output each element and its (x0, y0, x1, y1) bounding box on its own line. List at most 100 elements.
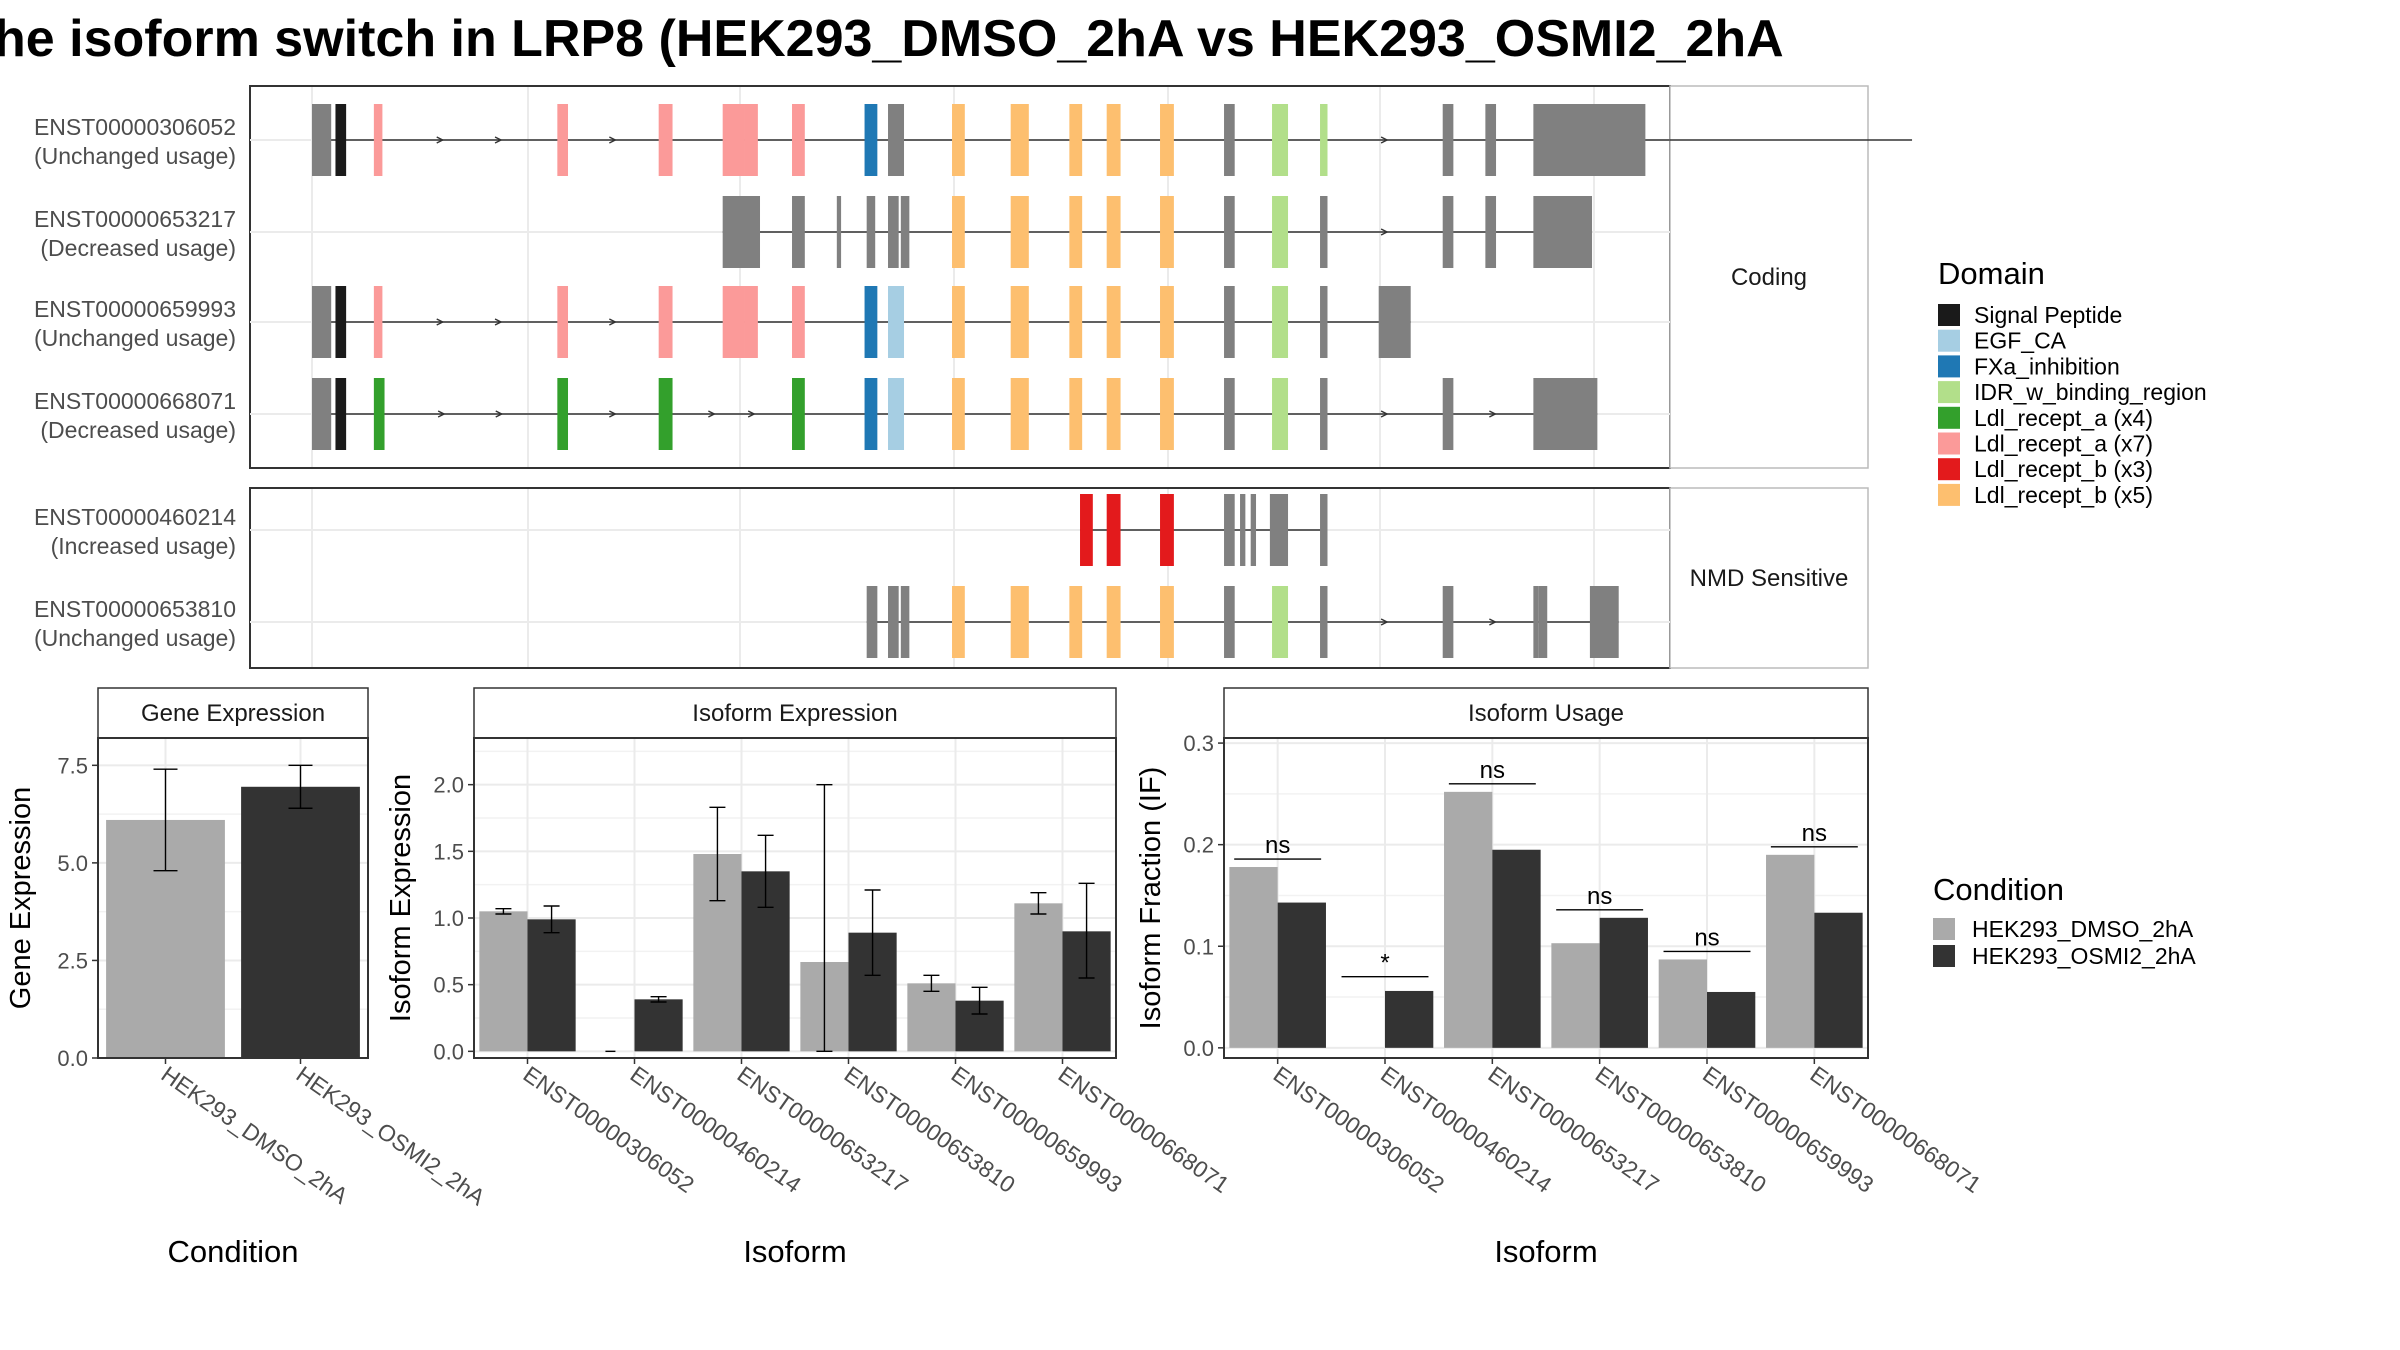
exon-noncoding (1442, 104, 1454, 176)
significance-label: ns (1587, 883, 1612, 910)
condition-legend-title: Condition (1933, 872, 2064, 907)
direction-arrow (1489, 410, 1497, 418)
exon-domain (1010, 196, 1029, 268)
exon-domain (792, 104, 805, 176)
exon-domain (1069, 196, 1083, 268)
x-tick-label: ENST00000668071 (1805, 1061, 1985, 1198)
x-tick-label: ENST00000668071 (1054, 1061, 1234, 1198)
condition-legend-swatch (1933, 945, 1955, 967)
condition-legend-swatch (1933, 918, 1955, 940)
domain-legend-swatch (1938, 381, 1960, 404)
exon-domain (335, 104, 347, 176)
chart-2: Isoform Expression 0.0 0.5 1.0 1.5 2.0 ENST000… (385, 687, 1234, 1269)
y-tick-label: 0.0 (1183, 1036, 1214, 1061)
bar (241, 786, 360, 1058)
direction-arrow (494, 318, 503, 326)
exon-noncoding (1442, 586, 1454, 658)
exon-domain (658, 104, 673, 176)
exon-domain (1160, 104, 1174, 176)
direction-arrow (1380, 228, 1389, 236)
exon-noncoding (1224, 196, 1235, 268)
direction-arrow (436, 136, 445, 144)
y-tick-label: 0.1 (1183, 934, 1214, 959)
main-title: he isoform switch in LRP8 (HEK293_DMSO_2… (0, 10, 1784, 68)
direction-arrow (1489, 618, 1497, 626)
transcript-ENST00000653810: ENST00000653810 (Unchanged usage) (34, 586, 1670, 658)
y-tick-label: 0.5 (433, 973, 464, 998)
condition-legend-label: HEK293_OSMI2_2hA (1972, 943, 2196, 969)
exon-domain (1010, 378, 1029, 450)
transcript-ENST00000659993: ENST00000659993 (Unchanged usage) (34, 286, 1670, 358)
exon-domain (1106, 196, 1121, 268)
exon-noncoding (866, 196, 876, 268)
exon-domain (952, 586, 965, 658)
domain-legend-label: Signal Peptide (1974, 302, 2122, 328)
direction-arrow (436, 318, 445, 326)
domain-legend-label: Ldl_recept_b (x5) (1974, 482, 2153, 508)
exon-noncoding (312, 104, 332, 176)
direction-arrow (609, 318, 617, 326)
direction-arrow (1380, 410, 1389, 418)
transcript-ENST00000653217: ENST00000653217 (Decreased usage) (34, 196, 1670, 268)
domain-legend-swatch (1938, 329, 1960, 352)
exon-noncoding (1269, 494, 1289, 566)
exon-noncoding (722, 196, 761, 268)
transcript-id-label: ENST00000659993 (34, 296, 236, 322)
exon-domain (952, 104, 965, 176)
exon-domain (658, 378, 673, 450)
exon-domain (1010, 586, 1029, 658)
plot-background (1224, 738, 1868, 1058)
exon-domain (373, 104, 383, 176)
transcript-status-label: (Unchanged usage) (34, 143, 236, 169)
exon-domain (888, 378, 905, 450)
exon-domain (1160, 196, 1174, 268)
transcript-status-label: (Decreased usage) (40, 417, 236, 443)
domain-legend-swatch (1938, 406, 1960, 429)
exon-domain (1320, 104, 1328, 176)
nmd-panel-facet-strip (1669, 487, 1869, 669)
chart-3: Isoform Usage 0.0 0.1 0.2 0.3 ns * ns ns ns ns ENST… (1135, 687, 1986, 1269)
x-tick-label: ENST00000460214 (1376, 1061, 1557, 1198)
y-tick-label: 2.0 (433, 773, 464, 798)
exon-noncoding (1378, 286, 1392, 358)
y-tick-label: 2.5 (57, 948, 88, 973)
exon-noncoding (1485, 196, 1497, 268)
domain-legend-swatch (1938, 458, 1960, 481)
transcript-status-label: (Increased usage) (51, 533, 236, 559)
coding-panel-facet-label: Coding (1731, 264, 1807, 291)
exon-noncoding (1320, 286, 1328, 358)
exon-noncoding (792, 196, 805, 268)
significance-label: * (1380, 950, 1389, 977)
exon-domain (1272, 104, 1289, 176)
domain-legend-swatch (1938, 304, 1960, 326)
domain-legend-label: Ldl_recept_a (x4) (1974, 405, 2153, 431)
chart-title: Gene Expression (141, 700, 325, 727)
exon-domain (1272, 378, 1289, 450)
exon-noncoding (1485, 104, 1497, 176)
transcript-id-label: ENST00000306052 (34, 114, 236, 140)
y-tick-label: 0.0 (57, 1046, 88, 1071)
exon-noncoding (1224, 378, 1235, 450)
exon-noncoding (1320, 494, 1328, 566)
direction-arrow (494, 136, 503, 144)
exon-noncoding (1533, 378, 1598, 450)
y-axis-title: Isoform Expression (385, 774, 417, 1022)
exon-domain (1069, 286, 1083, 358)
exon-domain (864, 378, 878, 450)
exon-domain (888, 286, 905, 358)
x-tick-label: ENST00000460214 (626, 1061, 807, 1198)
domain-legend-swatch (1938, 432, 1960, 455)
exon-noncoding (1224, 104, 1235, 176)
exon-domain (1160, 494, 1174, 566)
exon-noncoding (900, 586, 910, 658)
exon-domain (792, 286, 805, 358)
chart-title-strip (1223, 687, 1869, 739)
bar (1551, 943, 1600, 1048)
domain-legend-label: Ldl_recept_a (x7) (1974, 431, 2153, 457)
exon-domain (722, 286, 745, 358)
exon-domain (1106, 286, 1121, 358)
direction-arrow (437, 410, 446, 418)
transcript-status-label: (Unchanged usage) (34, 325, 236, 351)
